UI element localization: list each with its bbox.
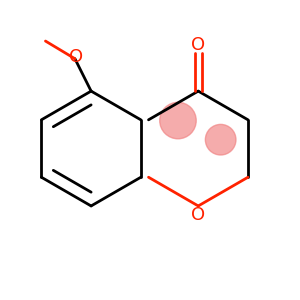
Circle shape bbox=[160, 102, 196, 139]
Text: O: O bbox=[69, 48, 83, 66]
Text: O: O bbox=[191, 206, 205, 224]
Circle shape bbox=[206, 124, 236, 155]
Text: O: O bbox=[191, 36, 205, 54]
